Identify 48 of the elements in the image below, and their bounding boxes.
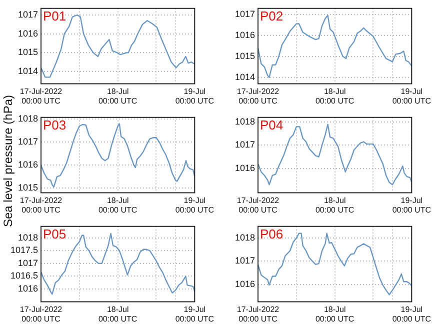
y-tick-label: 1017	[18, 258, 38, 268]
y-tick-label: 1017	[18, 136, 38, 147]
y-tick-label: 1015	[234, 50, 255, 61]
y-tick-label: 1016	[234, 278, 255, 289]
x-tick-label: 17-Jul-2022 00:00 UTC	[20, 86, 63, 106]
y-tick-label: 1018	[18, 232, 38, 242]
y-tick-label: 1016	[234, 30, 255, 40]
y-tick-label: 1017	[234, 140, 255, 150]
y-tick-label: 1017	[18, 9, 38, 20]
x-tick-label: 19-Jul 00:00 UTC	[175, 304, 214, 324]
x-tick-label: 18-Jul 00:00 UTC	[315, 304, 354, 324]
x-tick-label: 19-Jul 00:00 UTC	[392, 304, 432, 324]
y-tick-label: 1015	[18, 47, 38, 58]
x-tick-label: 17-Jul-2022 00:00 UTC	[236, 196, 280, 214]
x-tick-label: 19-Jul 00:00 UTC	[175, 196, 214, 214]
x-tick-label: 17-Jul-2022 00:00 UTC	[20, 196, 63, 214]
y-tick-label: 1016	[18, 28, 38, 38]
chart-title: P02	[260, 8, 284, 24]
chart-title: P01	[43, 8, 66, 24]
chart-title: P04	[260, 117, 284, 132]
chart-title: P03	[43, 117, 66, 132]
y-tick-label: 1017	[234, 256, 255, 266]
x-tick-label: 18-Jul 00:00 UTC	[315, 196, 354, 214]
x-tick-label: 19-Jul 00:00 UTC	[175, 86, 214, 106]
chart-title: P05	[43, 226, 66, 242]
y-tick-label: 1016.5	[10, 270, 38, 281]
y-tick-label: 1016	[18, 160, 38, 170]
y-tick-label: 1016	[18, 284, 38, 294]
y-tick-label: 1018	[18, 114, 38, 124]
chart-title: P06	[260, 226, 284, 242]
y-axis-title: Sea level pressure (hPa)	[1, 94, 15, 228]
y-tick-label: 1017.5	[10, 245, 38, 256]
x-tick-label: 17-Jul-2022 00:00 UTC	[236, 86, 280, 106]
x-tick-label: 19-Jul 00:00 UTC	[392, 86, 432, 106]
x-tick-label: 19-Jul 00:00 UTC	[392, 196, 432, 214]
x-tick-label: 17-Jul-2022 00:00 UTC	[20, 304, 63, 324]
y-tick-label: 1018	[234, 232, 255, 242]
x-tick-label: 17-Jul-2022 00:00 UTC	[236, 304, 280, 324]
x-tick-label: 18-Jul 00:00 UTC	[315, 86, 354, 106]
y-tick-label: 1015	[18, 182, 38, 193]
y-tick-label: 1017	[234, 8, 255, 19]
y-tick-label: 1014	[18, 66, 38, 76]
x-tick-label: 18-Jul 00:00 UTC	[98, 196, 138, 214]
y-tick-label: 1016	[234, 162, 255, 173]
y-tick-label: 1014	[234, 72, 255, 82]
y-tick-label: 1018	[234, 116, 255, 127]
x-tick-label: 18-Jul 00:00 UTC	[98, 304, 138, 324]
x-tick-label: 18-Jul 00:00 UTC	[98, 86, 138, 106]
